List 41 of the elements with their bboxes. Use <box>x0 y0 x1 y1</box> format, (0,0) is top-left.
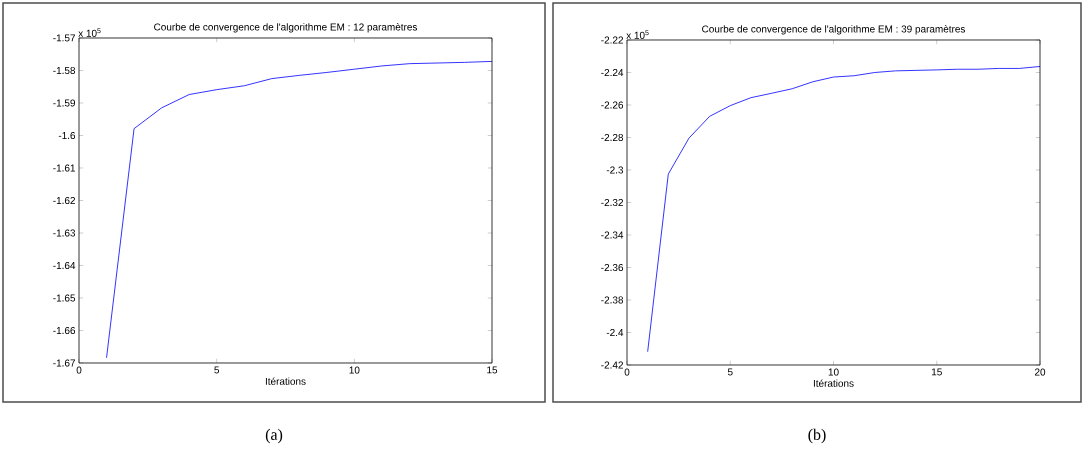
y-tick-label: -1.62 <box>53 196 75 205</box>
x-axis-title: Itérations <box>265 377 306 385</box>
y-tick-label: -1.67 <box>53 359 75 367</box>
y-tick-label: -2.24 <box>601 69 624 76</box>
y-tick-label: -1.63 <box>53 229 76 237</box>
y-tick-label: -2.36 <box>601 263 624 272</box>
y-tick-label: -2.22 <box>601 36 623 44</box>
chart-title: Courbe de convergence de l'algorithme EM : 39 paramètres <box>702 25 966 35</box>
y-tick-label: -2.32 <box>601 198 623 207</box>
y-tick-label: -2.34 <box>601 231 624 239</box>
text: x 10$^{5}$ <box>78 28 101 37</box>
y-tick-label: -1.57 <box>53 34 75 42</box>
x-tick-label: 10 <box>349 366 360 374</box>
x-tick-label: 5 <box>727 368 733 376</box>
text: (b) <box>808 428 826 444</box>
x-tick-label: 15 <box>931 368 942 376</box>
y-tick-label: -2.3 <box>606 166 624 174</box>
y-tick-label: -2.42 <box>601 361 623 369</box>
y-tick-label: -2.26 <box>601 101 624 109</box>
chart-title: Courbe de convergence de l'algorithme EM : 12 paramètres <box>154 23 418 33</box>
x-tick-label: 10 <box>828 368 839 376</box>
y-tick-label: -2.28 <box>601 133 624 142</box>
y-tick-label: -2.38 <box>601 296 624 304</box>
x-tick-label: 15 <box>487 366 498 374</box>
y-tick-label: -1.66 <box>53 326 76 335</box>
text: x 10$^{5}$ <box>626 30 649 39</box>
line-series <box>106 61 493 359</box>
y-tick-label: -1.59 <box>53 99 76 107</box>
y-tick-label: -1.61 <box>53 164 76 172</box>
y-tick-label: -2.4 <box>606 329 624 336</box>
y-tick-label: -1.64 <box>53 261 76 270</box>
line-series <box>647 66 1041 353</box>
y-tick-label: -1.58 <box>53 66 76 75</box>
x-tick-label: 0 <box>76 366 82 374</box>
y-tick-label: -1.65 <box>53 294 76 302</box>
x-axis-title: Itérations <box>813 379 854 387</box>
y-tick-label: -1.6 <box>58 131 76 140</box>
text: (a) <box>265 428 283 444</box>
x-tick-label: 20 <box>1034 368 1046 376</box>
x-tick-label: 5 <box>214 366 220 374</box>
x-tick-label: 0 <box>624 368 630 376</box>
